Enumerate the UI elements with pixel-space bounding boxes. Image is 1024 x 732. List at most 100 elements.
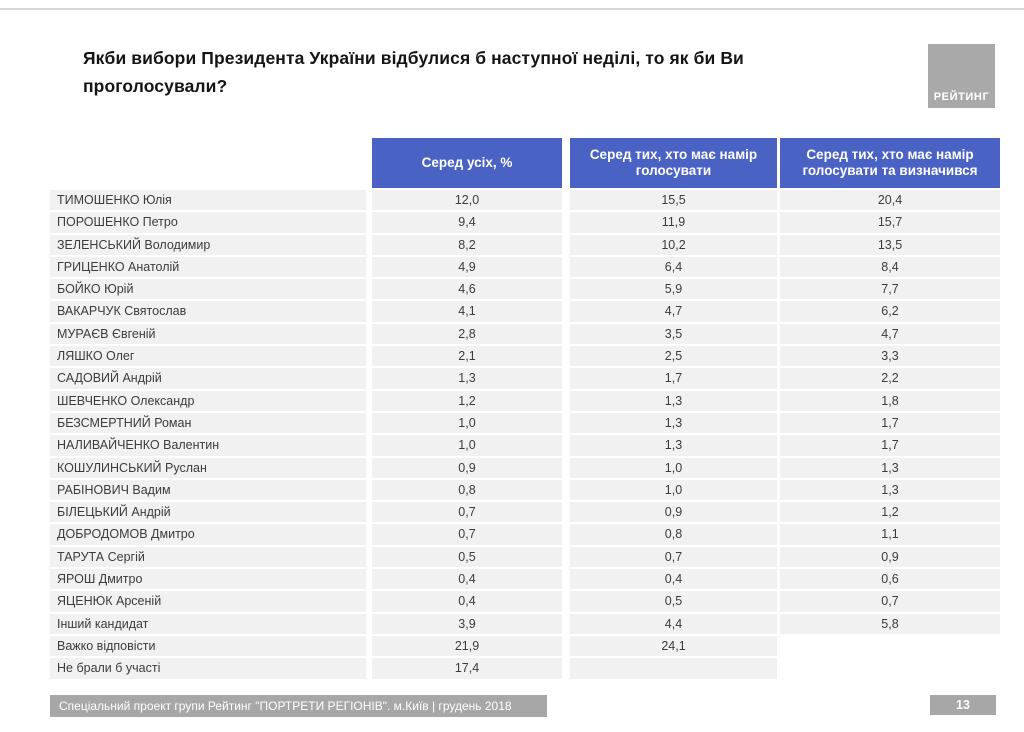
among-voters-cell: 4,4 <box>570 613 777 634</box>
among-decided-cell: 1,1 <box>780 524 1000 545</box>
among-voters-cell: 11,9 <box>570 212 777 233</box>
footer-source-bar: Спеціальний проект групи Рейтинг "ПОРТРЕ… <box>50 695 547 717</box>
candidate-name-cell: НАЛИВАЙЧЕНКО Валентин <box>50 435 366 456</box>
table-row: БІЛЕЦЬКИЙ Андрій 0,7 0,9 1,2 <box>50 502 1000 523</box>
among-decided-cell <box>780 636 1000 656</box>
among-all-cell: 0,7 <box>372 524 562 545</box>
candidate-name-cell: КОШУЛИНСЬКИЙ Руслан <box>50 457 366 478</box>
among-decided-cell: 2,2 <box>780 368 1000 389</box>
among-all-cell: 0,7 <box>372 502 562 523</box>
among-voters-cell: 10,2 <box>570 234 777 255</box>
col-header-among-decided: Серед тих, хто має намір голосувати та в… <box>780 138 1000 188</box>
table-row: БОЙКО Юрій 4,6 5,9 7,7 <box>50 279 1000 300</box>
among-all-cell: 2,1 <box>372 346 562 367</box>
among-voters-cell: 0,4 <box>570 569 777 590</box>
among-voters-cell: 1,3 <box>570 435 777 456</box>
among-decided-cell: 4,7 <box>780 323 1000 345</box>
candidate-name-cell: ВАКАРЧУК Святослав <box>50 301 366 322</box>
among-all-cell: 17,4 <box>372 658 562 679</box>
table-header: Серед усіх, % Серед тих, хто має намір г… <box>50 138 1000 188</box>
among-decided-cell: 15,7 <box>780 212 1000 233</box>
candidate-name-cell: ДОБРОДОМОВ Дмитро <box>50 524 366 545</box>
top-divider-line <box>0 8 1024 10</box>
table-row: ЯРОШ Дмитро 0,4 0,4 0,6 <box>50 569 1000 590</box>
among-decided-cell: 13,5 <box>780 234 1000 255</box>
among-decided-cell: 1,8 <box>780 390 1000 411</box>
among-decided-cell: 1,7 <box>780 435 1000 456</box>
table-row: Важко відповісти 21,9 24,1 <box>50 635 1000 657</box>
among-all-cell: 0,9 <box>372 457 562 478</box>
among-all-cell: 4,9 <box>372 256 562 278</box>
table-body: ТИМОШЕНКО Юлія 12,0 15,5 20,4 ПОРОШЕНКО … <box>50 190 1000 681</box>
among-voters-cell: 15,5 <box>570 190 777 211</box>
among-all-cell: 21,9 <box>372 635 562 657</box>
table-row: ВАКАРЧУК Святослав 4,1 4,7 6,2 <box>50 301 1000 322</box>
among-decided-cell: 3,3 <box>780 346 1000 367</box>
page-number: 13 <box>930 695 996 715</box>
among-decided-cell: 1,3 <box>780 479 1000 501</box>
table-row: ТАРУТА Сергій 0,5 0,7 0,9 <box>50 546 1000 568</box>
among-decided-cell: 0,7 <box>780 591 1000 612</box>
table-row: ГРИЦЕНКО Анатолій 4,9 6,4 8,4 <box>50 256 1000 278</box>
candidate-name-cell: МУРАЄВ Євгеній <box>50 323 366 345</box>
among-all-cell: 1,3 <box>372 368 562 389</box>
table-row: ЛЯШКО Олег 2,1 2,5 3,3 <box>50 346 1000 367</box>
candidate-name-cell: ТИМОШЕНКО Юлія <box>50 190 366 211</box>
among-all-cell: 0,4 <box>372 569 562 590</box>
candidate-name-cell: ШЕВЧЕНКО Олександр <box>50 390 366 411</box>
among-decided-cell: 0,9 <box>780 546 1000 568</box>
candidate-name-cell: ГРИЦЕНКО Анатолій <box>50 256 366 278</box>
candidate-name-cell: Не брали б участі <box>50 658 366 679</box>
candidate-name-cell: ЯЦЕНЮК Арсеній <box>50 591 366 612</box>
among-voters-cell: 6,4 <box>570 256 777 278</box>
among-all-cell: 12,0 <box>372 190 562 211</box>
among-all-cell: 0,4 <box>372 591 562 612</box>
candidate-name-cell: ТАРУТА Сергій <box>50 546 366 568</box>
among-all-cell: 0,8 <box>372 479 562 501</box>
among-all-cell: 9,4 <box>372 212 562 233</box>
among-all-cell: 3,9 <box>372 613 562 634</box>
among-decided-cell: 1,7 <box>780 412 1000 434</box>
among-decided-cell: 8,4 <box>780 256 1000 278</box>
candidate-name-cell: БІЛЕЦЬКИЙ Андрій <box>50 502 366 523</box>
among-voters-cell: 2,5 <box>570 346 777 367</box>
table-row: САДОВИЙ Андрій 1,3 1,7 2,2 <box>50 368 1000 389</box>
among-voters-cell: 0,8 <box>570 524 777 545</box>
candidate-name-cell: ЛЯШКО Олег <box>50 346 366 367</box>
candidate-name-cell: САДОВИЙ Андрій <box>50 368 366 389</box>
table-row: ТИМОШЕНКО Юлія 12,0 15,5 20,4 <box>50 190 1000 211</box>
table-row: БЕЗСМЕРТНИЙ Роман 1,0 1,3 1,7 <box>50 412 1000 434</box>
rating-logo-text: РЕЙТИНГ <box>933 91 990 103</box>
table-row: ДОБРОДОМОВ Дмитро 0,7 0,8 1,1 <box>50 524 1000 545</box>
among-all-cell: 1,0 <box>372 435 562 456</box>
among-all-cell: 1,0 <box>372 412 562 434</box>
table-row: ЯЦЕНЮК Арсеній 0,4 0,5 0,7 <box>50 591 1000 612</box>
among-decided-cell: 5,8 <box>780 613 1000 634</box>
among-decided-cell: 7,7 <box>780 279 1000 300</box>
table-row: ПОРОШЕНКО Петро 9,4 11,9 15,7 <box>50 212 1000 233</box>
among-voters-cell: 1,3 <box>570 390 777 411</box>
among-voters-cell <box>570 658 777 679</box>
among-voters-cell: 1,7 <box>570 368 777 389</box>
table-row: КОШУЛИНСЬКИЙ Руслан 0,9 1,0 1,3 <box>50 457 1000 478</box>
among-all-cell: 4,6 <box>372 279 562 300</box>
candidate-name-cell: Важко відповісти <box>50 635 366 657</box>
among-decided-cell: 6,2 <box>780 301 1000 322</box>
among-decided-cell: 1,2 <box>780 502 1000 523</box>
candidate-name-cell: Інший кандидат <box>50 613 366 634</box>
table-row: Не брали б участі 17,4 <box>50 658 1000 679</box>
table-row: НАЛИВАЙЧЕНКО Валентин 1,0 1,3 1,7 <box>50 435 1000 456</box>
among-voters-cell: 0,5 <box>570 591 777 612</box>
candidate-name-cell: РАБІНОВИЧ Вадим <box>50 479 366 501</box>
among-voters-cell: 0,7 <box>570 546 777 568</box>
candidate-name-cell: ПОРОШЕНКО Петро <box>50 212 366 233</box>
among-voters-cell: 0,9 <box>570 502 777 523</box>
among-decided-cell: 0,6 <box>780 569 1000 590</box>
table-row: ШЕВЧЕНКО Олександр 1,2 1,3 1,8 <box>50 390 1000 411</box>
col-header-among-voters: Серед тих, хто має намір голосувати <box>570 138 777 188</box>
among-voters-cell: 24,1 <box>570 635 777 657</box>
among-all-cell: 4,1 <box>372 301 562 322</box>
among-decided-cell: 1,3 <box>780 457 1000 478</box>
among-all-cell: 0,5 <box>372 546 562 568</box>
